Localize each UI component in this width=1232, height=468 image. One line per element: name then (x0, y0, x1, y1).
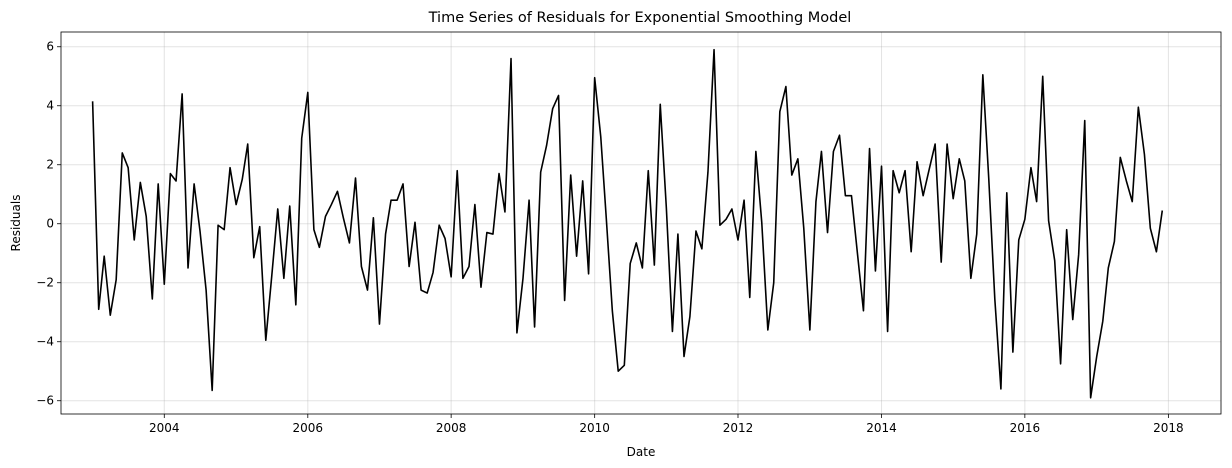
chart-title: Time Series of Residuals for Exponential… (428, 10, 852, 26)
grid (61, 32, 1221, 414)
x-axis: 2004 2006 2008 2010 2012 2014 2016 2018 (149, 414, 1184, 435)
residuals-line (91, 48, 1164, 399)
y-tick-label: 6 (46, 40, 54, 54)
x-tick-label: 2016 (1010, 421, 1041, 435)
y-tick-label: 0 (46, 217, 54, 231)
x-tick-label: 2004 (149, 421, 180, 435)
x-tick-label: 2018 (1153, 421, 1184, 435)
x-tick-label: 2014 (866, 421, 897, 435)
x-tick-label: 2008 (436, 421, 467, 435)
series-layer (91, 48, 1164, 399)
x-tick-label: 2006 (293, 421, 324, 435)
x-axis-label: Date (627, 445, 656, 459)
y-tick-label: −2 (36, 276, 54, 290)
x-tick-label: 2010 (579, 421, 610, 435)
y-axis: −6 −4 −2 0 2 4 6 (36, 40, 61, 408)
y-tick-label: −4 (36, 335, 54, 349)
y-axis-label: Residuals (9, 195, 23, 252)
x-tick-label: 2012 (723, 421, 754, 435)
y-tick-label: 2 (46, 158, 54, 172)
plot-frame (60, 31, 1222, 415)
y-tick-label: −6 (36, 394, 54, 408)
y-tick-label: 4 (46, 99, 54, 113)
